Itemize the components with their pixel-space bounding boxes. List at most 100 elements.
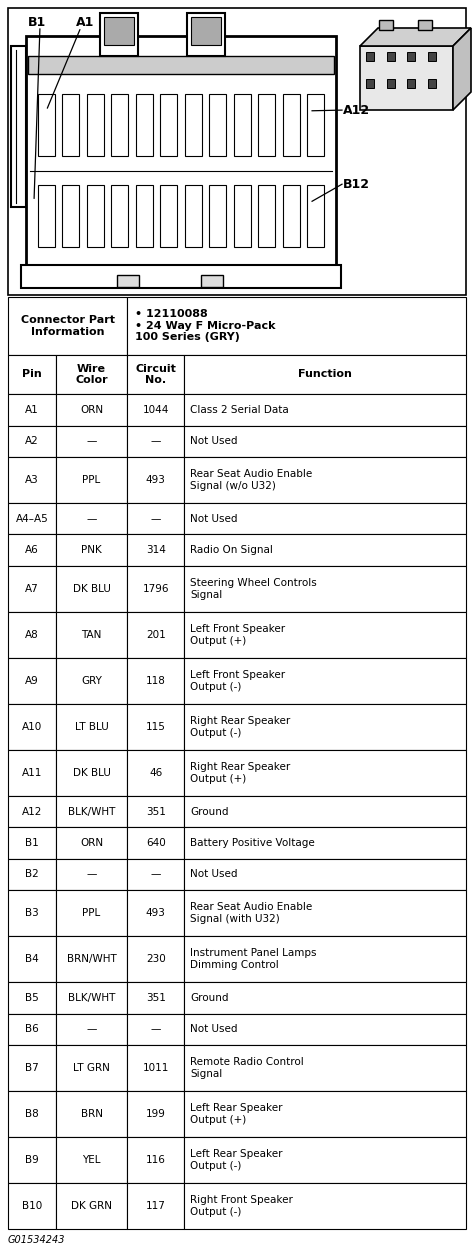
Text: A10: A10 [22, 722, 42, 732]
Bar [87, 95, 104, 156]
Text: • 12110088
• 24 Way F Micro-Pack
100 Series (GRY): • 12110088 • 24 Way F Micro-Pack 100 Ser… [135, 309, 275, 343]
Bar [127, 296, 466, 354]
Bar [234, 95, 251, 156]
Bar [184, 612, 466, 658]
Bar [184, 425, 466, 457]
Bar [8, 796, 56, 827]
Bar [104, 18, 134, 45]
Text: A7: A7 [25, 584, 39, 594]
Text: B12: B12 [343, 178, 370, 190]
Text: Pin: Pin [22, 369, 42, 379]
Text: B7: B7 [25, 1063, 39, 1073]
Bar [428, 79, 436, 88]
Bar [185, 95, 202, 156]
Text: PPL: PPL [82, 908, 100, 918]
Bar [87, 185, 104, 246]
Bar [184, 858, 466, 891]
Bar [127, 749, 184, 796]
Text: YEL: YEL [82, 1155, 101, 1165]
Bar [184, 658, 466, 704]
Text: —: — [86, 869, 97, 879]
Text: —: — [151, 437, 161, 447]
Text: LT GRN: LT GRN [73, 1063, 110, 1073]
Bar [8, 8, 466, 295]
Bar [184, 749, 466, 796]
Bar [184, 394, 466, 425]
Bar [136, 185, 153, 246]
Text: DK GRN: DK GRN [71, 1201, 112, 1211]
Bar [56, 354, 127, 394]
Text: Right Rear Speaker
Output (+): Right Rear Speaker Output (+) [191, 762, 291, 783]
Bar [127, 425, 184, 457]
Bar [184, 503, 466, 534]
Bar [8, 565, 56, 612]
Bar [258, 95, 275, 156]
Bar [8, 296, 127, 354]
Bar [160, 95, 177, 156]
Bar [8, 858, 56, 891]
Polygon shape [360, 28, 471, 46]
Text: A1: A1 [76, 16, 94, 29]
Bar [127, 612, 184, 658]
Bar [100, 13, 138, 56]
Bar [366, 53, 374, 61]
Bar [8, 1045, 56, 1091]
Bar [127, 658, 184, 704]
Bar [127, 858, 184, 891]
Bar [56, 1013, 127, 1045]
Bar [418, 20, 432, 30]
Bar [408, 53, 416, 61]
Bar [127, 457, 184, 503]
Bar [127, 534, 184, 565]
Bar [127, 1183, 184, 1228]
Bar [184, 1183, 466, 1228]
Text: —: — [86, 514, 97, 524]
Bar [8, 704, 56, 749]
Text: BLK/WHT: BLK/WHT [68, 807, 115, 817]
Bar [127, 1045, 184, 1091]
Bar [187, 13, 225, 56]
Text: DK BLU: DK BLU [73, 584, 110, 594]
Text: 493: 493 [146, 475, 165, 485]
Text: 117: 117 [146, 1201, 165, 1211]
Text: A12: A12 [22, 807, 42, 817]
Text: BRN: BRN [81, 1108, 102, 1118]
Bar [184, 936, 466, 982]
Bar [56, 982, 127, 1013]
Text: Right Front Speaker
Output (-): Right Front Speaker Output (-) [191, 1195, 293, 1217]
Text: DK BLU: DK BLU [73, 768, 110, 778]
Bar [127, 394, 184, 425]
Bar [56, 1091, 127, 1137]
Text: Not Used: Not Used [191, 437, 238, 447]
Bar [8, 425, 56, 457]
Bar [37, 95, 55, 156]
Text: —: — [151, 514, 161, 524]
Bar [307, 185, 324, 246]
Text: 351: 351 [146, 807, 165, 817]
Bar [127, 704, 184, 749]
Text: B9: B9 [25, 1155, 39, 1165]
Bar [184, 891, 466, 936]
Text: BRN/WHT: BRN/WHT [67, 955, 117, 965]
Text: Left Front Speaker
Output (-): Left Front Speaker Output (-) [191, 671, 285, 692]
Bar [283, 185, 300, 246]
Bar [127, 796, 184, 827]
Bar [283, 95, 300, 156]
Text: 201: 201 [146, 629, 165, 639]
Text: —: — [86, 437, 97, 447]
Text: B4: B4 [25, 955, 39, 965]
Text: Connector Part
Information: Connector Part Information [20, 315, 115, 337]
Bar [21, 265, 341, 288]
Text: 199: 199 [146, 1108, 165, 1118]
Bar [56, 936, 127, 982]
Text: TAN: TAN [82, 629, 102, 639]
Bar [37, 185, 55, 246]
Bar [234, 185, 251, 246]
Bar [360, 46, 453, 110]
Bar [8, 354, 56, 394]
Bar [184, 704, 466, 749]
Bar [28, 56, 334, 74]
Text: Rear Seat Audio Enable
Signal (w/o U32): Rear Seat Audio Enable Signal (w/o U32) [191, 469, 312, 490]
Text: Class 2 Serial Data: Class 2 Serial Data [191, 405, 289, 415]
Bar [127, 503, 184, 534]
